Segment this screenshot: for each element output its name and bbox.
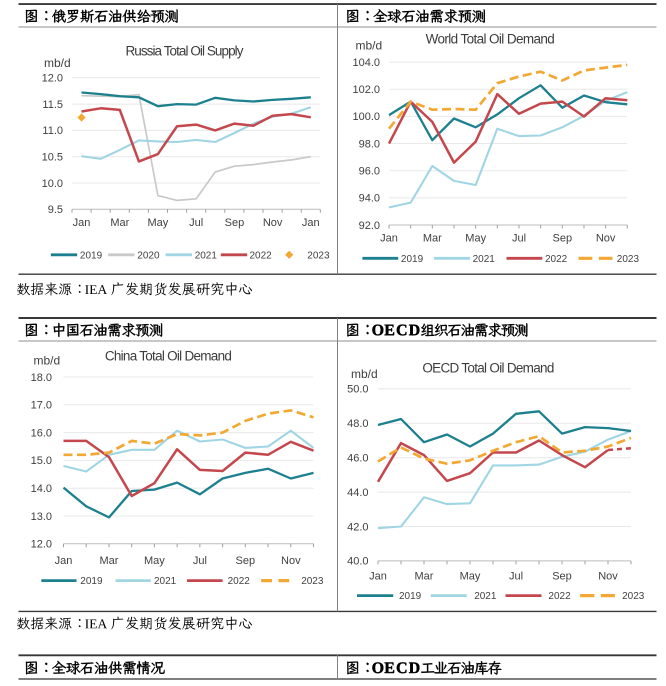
- svg-text:OECD Total Oil Demand: OECD Total Oil Demand: [422, 361, 553, 376]
- svg-text:2023: 2023: [307, 250, 330, 261]
- svg-text:Mar: Mar: [423, 233, 442, 245]
- svg-text:48.0: 48.0: [347, 418, 368, 430]
- svg-text:12.0: 12.0: [42, 73, 63, 85]
- svg-text:2021: 2021: [154, 576, 177, 587]
- svg-text:mb/d: mb/d: [351, 367, 378, 381]
- svg-text:50.0: 50.0: [347, 384, 368, 396]
- svg-text:17.0: 17.0: [31, 400, 52, 412]
- svg-text:Jan: Jan: [73, 217, 91, 229]
- svg-text:2022: 2022: [228, 576, 251, 587]
- svg-text:Russia Total Oil Supply: Russia Total Oil Supply: [125, 43, 243, 58]
- svg-text:May: May: [148, 217, 169, 229]
- svg-text:96.0: 96.0: [359, 166, 380, 178]
- svg-text:11.5: 11.5: [42, 99, 63, 111]
- svg-text:Sep: Sep: [225, 217, 245, 229]
- svg-text:mb/d: mb/d: [34, 354, 61, 368]
- svg-text:2019: 2019: [401, 254, 424, 265]
- svg-text:China Total Oil Demand: China Total Oil Demand: [105, 348, 231, 363]
- svg-text:Jul: Jul: [512, 233, 526, 245]
- svg-text:Jan: Jan: [302, 217, 320, 229]
- svg-text:Mar: Mar: [415, 571, 434, 583]
- svg-text:40.0: 40.0: [347, 556, 368, 568]
- svg-text:Jul: Jul: [193, 555, 207, 567]
- svg-text:2023: 2023: [617, 254, 640, 265]
- svg-text:18.0: 18.0: [31, 372, 52, 384]
- svg-text:14.0: 14.0: [31, 483, 52, 495]
- svg-text:2019: 2019: [399, 591, 422, 602]
- svg-text:2023: 2023: [622, 591, 645, 602]
- svg-text:42.0: 42.0: [347, 521, 368, 533]
- svg-text:2021: 2021: [195, 250, 218, 261]
- svg-text:10.0: 10.0: [42, 178, 63, 190]
- svg-text:2019: 2019: [80, 576, 103, 587]
- svg-text:15.0: 15.0: [31, 455, 52, 467]
- svg-text:12.0: 12.0: [31, 539, 52, 551]
- svg-text:Jul: Jul: [509, 571, 523, 583]
- svg-text:2021: 2021: [473, 254, 496, 265]
- svg-text:92.0: 92.0: [359, 220, 380, 232]
- svg-text:Nov: Nov: [263, 217, 283, 229]
- svg-text:Sep: Sep: [553, 233, 573, 245]
- svg-text:Mar: Mar: [110, 217, 129, 229]
- svg-text:May: May: [144, 555, 165, 567]
- svg-text:104.0: 104.0: [352, 57, 380, 69]
- svg-text:2023: 2023: [301, 576, 324, 587]
- svg-text:11.0: 11.0: [42, 125, 63, 137]
- svg-text:102.0: 102.0: [352, 84, 380, 96]
- svg-text:Mar: Mar: [100, 555, 119, 567]
- svg-text:Jan: Jan: [380, 233, 398, 245]
- svg-text:Nov: Nov: [281, 555, 301, 567]
- svg-text:Nov: Nov: [598, 571, 618, 583]
- svg-text:Nov: Nov: [596, 233, 616, 245]
- svg-text:May: May: [465, 233, 486, 245]
- svg-text:94.0: 94.0: [359, 193, 380, 205]
- svg-text:World Total Oil Demand: World Total Oil Demand: [426, 32, 555, 47]
- svg-text:2022: 2022: [545, 254, 568, 265]
- svg-text:2022: 2022: [548, 591, 571, 602]
- svg-text:2020: 2020: [137, 250, 160, 261]
- svg-text:10.5: 10.5: [42, 152, 63, 164]
- svg-text:100.0: 100.0: [352, 111, 380, 123]
- svg-text:9.5: 9.5: [48, 204, 63, 216]
- svg-text:44.0: 44.0: [347, 487, 368, 499]
- svg-text:May: May: [460, 571, 481, 583]
- svg-text:2021: 2021: [474, 591, 497, 602]
- svg-text:2019: 2019: [80, 250, 103, 261]
- svg-text:Sep: Sep: [552, 571, 572, 583]
- svg-text:Jan: Jan: [369, 571, 387, 583]
- svg-text:Sep: Sep: [236, 555, 256, 567]
- svg-text:46.0: 46.0: [347, 453, 368, 465]
- svg-text:Jul: Jul: [189, 217, 203, 229]
- svg-text:Jan: Jan: [55, 555, 73, 567]
- svg-text:16.0: 16.0: [31, 427, 52, 439]
- svg-text:mb/d: mb/d: [44, 56, 71, 70]
- svg-text:2022: 2022: [250, 250, 273, 261]
- svg-text:mb/d: mb/d: [356, 39, 383, 53]
- svg-text:13.0: 13.0: [31, 511, 52, 523]
- svg-text:98.0: 98.0: [359, 138, 380, 150]
